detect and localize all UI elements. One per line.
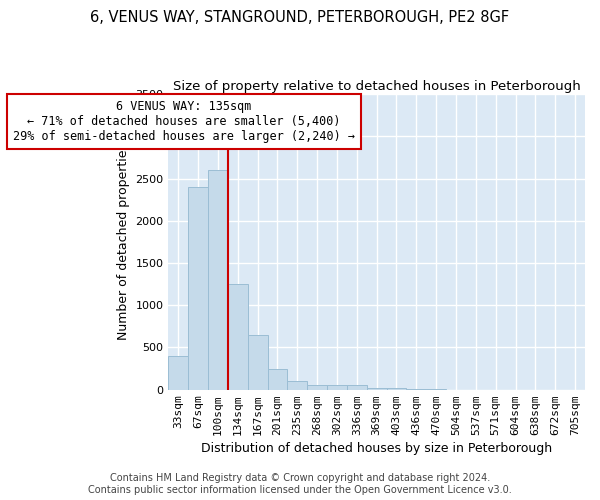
Title: Size of property relative to detached houses in Peterborough: Size of property relative to detached ho… [173, 80, 581, 93]
Bar [168, 356, 188, 390]
Bar [386, 388, 406, 390]
Bar [208, 170, 228, 390]
Bar [248, 335, 268, 390]
Bar [228, 284, 248, 390]
Bar [188, 187, 208, 390]
Text: 6 VENUS WAY: 135sqm
← 71% of detached houses are smaller (5,400)
29% of semi-det: 6 VENUS WAY: 135sqm ← 71% of detached ho… [13, 100, 355, 143]
Y-axis label: Number of detached properties: Number of detached properties [117, 144, 130, 340]
X-axis label: Distribution of detached houses by size in Peterborough: Distribution of detached houses by size … [201, 442, 552, 455]
Bar [327, 386, 347, 390]
Bar [367, 388, 386, 390]
Text: 6, VENUS WAY, STANGROUND, PETERBOROUGH, PE2 8GF: 6, VENUS WAY, STANGROUND, PETERBOROUGH, … [91, 10, 509, 25]
Bar [347, 386, 367, 390]
Bar [307, 386, 327, 390]
Bar [287, 382, 307, 390]
Bar [268, 368, 287, 390]
Text: Contains HM Land Registry data © Crown copyright and database right 2024.
Contai: Contains HM Land Registry data © Crown c… [88, 474, 512, 495]
